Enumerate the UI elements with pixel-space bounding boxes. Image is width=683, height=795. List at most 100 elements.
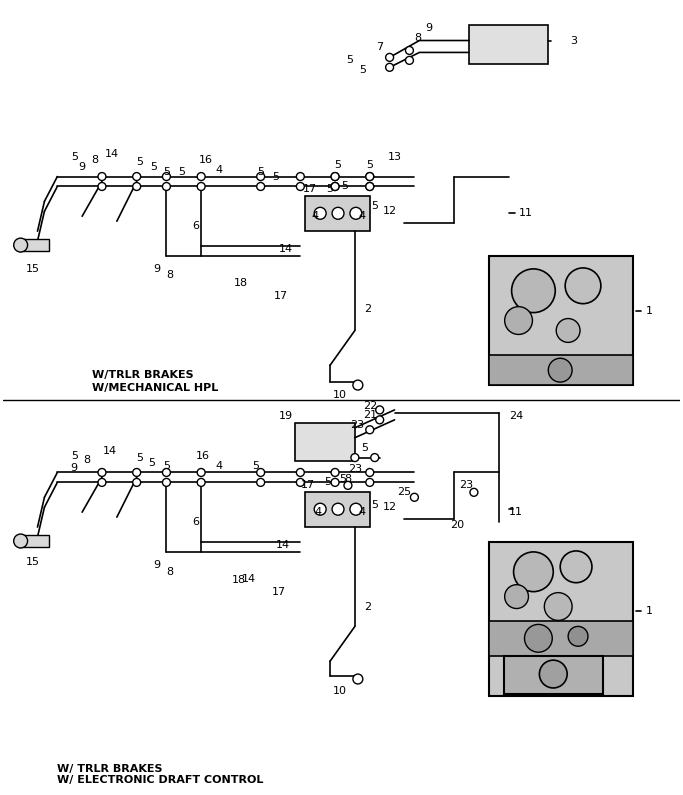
Text: 8: 8 bbox=[414, 33, 421, 43]
Text: 23: 23 bbox=[459, 480, 473, 491]
Text: 8: 8 bbox=[92, 155, 98, 165]
Text: 17: 17 bbox=[301, 480, 316, 491]
Circle shape bbox=[366, 479, 374, 487]
Circle shape bbox=[351, 454, 359, 462]
Text: 8: 8 bbox=[83, 455, 91, 464]
Text: 1: 1 bbox=[645, 305, 652, 316]
Circle shape bbox=[257, 173, 264, 180]
Text: 5: 5 bbox=[272, 172, 279, 181]
Circle shape bbox=[366, 468, 374, 476]
Text: 5: 5 bbox=[136, 157, 143, 167]
Text: 12: 12 bbox=[382, 502, 397, 512]
Circle shape bbox=[565, 268, 601, 304]
Text: 25: 25 bbox=[398, 487, 412, 498]
Text: 9: 9 bbox=[153, 264, 160, 274]
Text: 4: 4 bbox=[359, 507, 365, 518]
Circle shape bbox=[98, 173, 106, 180]
Circle shape bbox=[197, 173, 205, 180]
Circle shape bbox=[133, 173, 141, 180]
Circle shape bbox=[353, 674, 363, 684]
Text: 5: 5 bbox=[257, 167, 264, 176]
Circle shape bbox=[350, 207, 362, 219]
Text: 4: 4 bbox=[315, 507, 322, 518]
Circle shape bbox=[296, 468, 305, 476]
Circle shape bbox=[331, 468, 339, 476]
Circle shape bbox=[296, 173, 305, 180]
Circle shape bbox=[98, 183, 106, 191]
Circle shape bbox=[332, 503, 344, 515]
Text: 17: 17 bbox=[273, 291, 288, 301]
Text: 23: 23 bbox=[350, 420, 364, 430]
Circle shape bbox=[366, 426, 374, 434]
Text: 5: 5 bbox=[178, 167, 185, 176]
Circle shape bbox=[344, 482, 352, 490]
Circle shape bbox=[470, 488, 478, 496]
Circle shape bbox=[257, 183, 264, 191]
Text: 20: 20 bbox=[450, 520, 464, 530]
Bar bbox=[503, 656, 603, 694]
Circle shape bbox=[331, 479, 339, 487]
Circle shape bbox=[14, 534, 27, 548]
Text: 2: 2 bbox=[364, 602, 372, 611]
Circle shape bbox=[366, 183, 374, 191]
Text: 6: 6 bbox=[193, 517, 199, 527]
Bar bbox=[295, 423, 355, 460]
Circle shape bbox=[350, 503, 362, 515]
Circle shape bbox=[505, 307, 533, 335]
Circle shape bbox=[331, 183, 339, 191]
Bar bbox=[489, 256, 632, 385]
Text: 5: 5 bbox=[163, 460, 170, 471]
Text: 8: 8 bbox=[166, 270, 173, 280]
Text: 5: 5 bbox=[324, 478, 332, 487]
Text: 18: 18 bbox=[232, 575, 246, 584]
Circle shape bbox=[371, 454, 378, 462]
Text: 5: 5 bbox=[339, 475, 346, 484]
Text: 21: 21 bbox=[363, 410, 377, 420]
Bar bbox=[18, 239, 49, 251]
Text: 14: 14 bbox=[103, 446, 117, 456]
Text: 24: 24 bbox=[509, 411, 523, 421]
Text: 1: 1 bbox=[645, 607, 652, 616]
Text: 5: 5 bbox=[252, 460, 260, 471]
Circle shape bbox=[406, 46, 413, 54]
Circle shape bbox=[544, 592, 572, 620]
Text: 5: 5 bbox=[326, 184, 333, 195]
Text: 5: 5 bbox=[150, 161, 157, 172]
Bar bbox=[305, 492, 370, 527]
Circle shape bbox=[556, 319, 580, 343]
Text: 17: 17 bbox=[271, 587, 285, 596]
Text: 15: 15 bbox=[25, 556, 40, 567]
Circle shape bbox=[133, 183, 141, 191]
Circle shape bbox=[514, 552, 553, 591]
Bar bbox=[18, 535, 49, 547]
Circle shape bbox=[406, 56, 413, 64]
Circle shape bbox=[366, 173, 374, 180]
Circle shape bbox=[353, 380, 363, 390]
Text: 10: 10 bbox=[333, 390, 347, 400]
Circle shape bbox=[314, 207, 326, 219]
Text: 16: 16 bbox=[199, 155, 213, 165]
Text: 19: 19 bbox=[279, 411, 292, 421]
Text: 17: 17 bbox=[303, 184, 318, 195]
Text: 8: 8 bbox=[344, 475, 352, 484]
Circle shape bbox=[540, 660, 567, 688]
Circle shape bbox=[98, 468, 106, 476]
Circle shape bbox=[163, 479, 170, 487]
Text: 13: 13 bbox=[387, 152, 402, 161]
Text: 2: 2 bbox=[364, 304, 372, 313]
Circle shape bbox=[197, 479, 205, 487]
Text: 6: 6 bbox=[193, 221, 199, 231]
Text: 3: 3 bbox=[570, 36, 577, 45]
Bar bbox=[469, 25, 548, 64]
Text: 11: 11 bbox=[509, 507, 522, 518]
Text: W/MECHANICAL HPL: W/MECHANICAL HPL bbox=[92, 383, 219, 393]
Text: 15: 15 bbox=[25, 264, 40, 274]
Text: 12: 12 bbox=[382, 207, 397, 216]
Circle shape bbox=[14, 238, 27, 252]
Circle shape bbox=[525, 624, 553, 652]
Circle shape bbox=[386, 64, 393, 72]
Text: 5: 5 bbox=[148, 458, 155, 467]
Circle shape bbox=[257, 479, 264, 487]
Circle shape bbox=[163, 173, 170, 180]
Text: 4: 4 bbox=[311, 211, 319, 221]
